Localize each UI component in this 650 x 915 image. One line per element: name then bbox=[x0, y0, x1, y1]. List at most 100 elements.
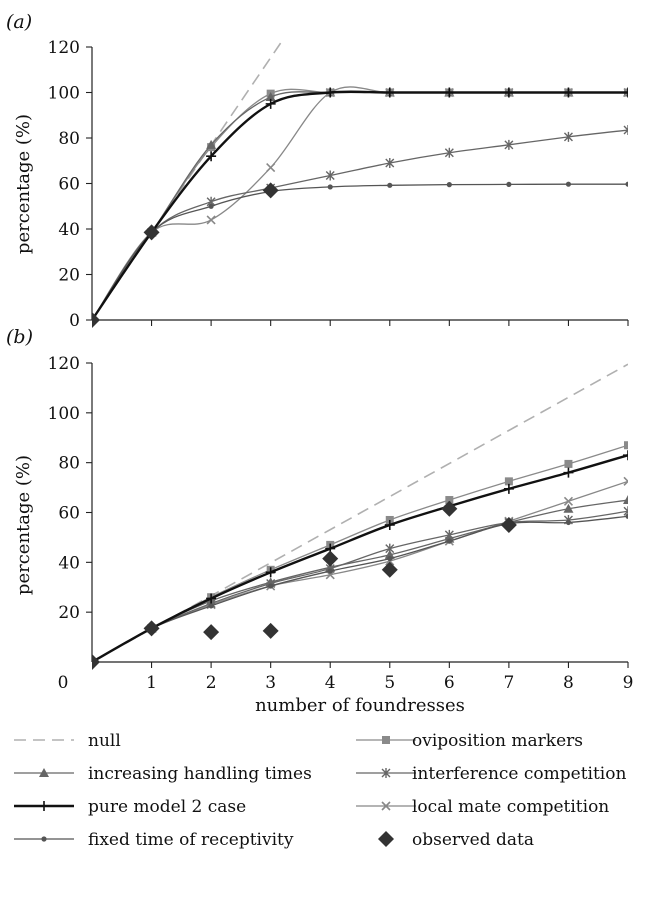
legend-item-increasing-handling-times: increasing handling times bbox=[14, 764, 312, 784]
panel-b-series-oviposition-markers bbox=[92, 441, 628, 663]
panel-a-point-fixed-time-of-receptivity bbox=[625, 181, 628, 187]
panel-a-point-interference-competition bbox=[444, 147, 454, 158]
panel-b-y-tick-label: 100 bbox=[48, 404, 80, 424]
legend-label: local mate competition bbox=[412, 797, 609, 817]
panel-b-point-fixed-time-of-receptivity bbox=[565, 519, 572, 526]
panel-a-point-interference-competition bbox=[325, 170, 335, 181]
panel-b-point-oviposition-markers bbox=[445, 496, 454, 505]
panel-b-series-observed-data bbox=[92, 500, 517, 670]
panel-b-point-pure-model-2-case bbox=[623, 450, 628, 461]
panel-a-y-tick-label: 100 bbox=[48, 84, 80, 104]
panel-a-point-pure-model-2-case bbox=[623, 87, 628, 98]
panel-b-point-fixed-time-of-receptivity bbox=[446, 538, 452, 544]
panel-b-line-increasing-handling-times bbox=[92, 499, 628, 663]
legend: null oviposition markers increasing handli… bbox=[14, 731, 626, 850]
panel-b-point-observed-data bbox=[203, 624, 220, 641]
legend-label: increasing handling times bbox=[88, 764, 312, 784]
panel-a-point-observed-data bbox=[92, 312, 100, 328]
legend-marker bbox=[382, 736, 390, 744]
panel-b-series-interference-competition bbox=[92, 506, 628, 663]
panel-a-y-tick-label: 0 bbox=[69, 311, 80, 331]
panel-b-line-local-mate-competition bbox=[92, 480, 628, 663]
panel-b-point-interference-competition bbox=[444, 529, 454, 540]
panel-a-line-fixed-time-of-receptivity bbox=[92, 183, 628, 321]
panel-a-y-tick-label: 120 bbox=[48, 38, 80, 58]
panel-b-x-tick-label: 8 bbox=[563, 673, 574, 693]
panel-a-y-axis-label: percentage (%) bbox=[13, 114, 34, 254]
panel-b-point-pure-model-2-case bbox=[384, 519, 395, 530]
panel-b-x-tick-label: 4 bbox=[325, 673, 336, 693]
panel-b-y-tick-label: 40 bbox=[58, 553, 80, 573]
panel-b-y-tick-label: 20 bbox=[58, 603, 80, 623]
panel-a-series-observed-data bbox=[92, 182, 279, 328]
panel-a-ticks: 0 20 40 60 80 100 120 bbox=[48, 38, 629, 331]
panel-a-y-tick-label: 20 bbox=[58, 266, 80, 286]
panel-b-x-tick-label: 9 bbox=[623, 673, 634, 693]
panel-a-point-interference-competition bbox=[563, 131, 573, 142]
panel-b-point-local-mate-competition bbox=[563, 496, 574, 506]
panel-b-line-interference-competition bbox=[92, 510, 628, 663]
legend-item-local-mate-competition: local mate competition bbox=[356, 797, 609, 817]
legend-label: null bbox=[88, 731, 121, 751]
panel-b-x-tick-label: 7 bbox=[503, 673, 514, 693]
panel-a-point-pure-model-2-case bbox=[325, 87, 336, 98]
panel-a-point-interference-competition bbox=[623, 125, 628, 136]
panel-b-x-tick-label: 2 bbox=[206, 673, 217, 693]
panel-b-point-fixed-time-of-receptivity bbox=[268, 583, 274, 589]
panel-b-series bbox=[92, 363, 628, 670]
panel-a-point-increasing-handling-times bbox=[206, 139, 217, 149]
panel-b-x-tick-label: 3 bbox=[265, 673, 276, 693]
panel-a-point-interference-competition bbox=[385, 158, 395, 169]
panel-a-point-pure-model-2-case bbox=[206, 151, 217, 162]
legend-marker bbox=[39, 801, 49, 811]
panel-a-label: (a) bbox=[6, 11, 32, 33]
panel-b-point-observed-data bbox=[92, 654, 100, 670]
panel-b-point-oviposition-markers bbox=[624, 441, 628, 450]
panel-b-point-pure-model-2-case bbox=[563, 467, 574, 478]
panel-b-x-tick-label: 6 bbox=[444, 673, 455, 693]
legend-marker bbox=[41, 836, 47, 842]
legend-item-pure-model-2-case: pure model 2 case bbox=[14, 797, 246, 817]
legend-label: oviposition markers bbox=[412, 731, 583, 751]
panel-a-point-pure-model-2-case bbox=[563, 87, 574, 98]
panel-b-series-fixed-time-of-receptivity bbox=[92, 513, 628, 663]
panel-a-point-local-mate-competition bbox=[206, 215, 216, 225]
panel-a-point-increasing-handling-times bbox=[265, 92, 276, 102]
panel-a-point-observed-data bbox=[262, 182, 279, 199]
legend-label: fixed time of receptivity bbox=[88, 830, 294, 850]
panel-b-label: (b) bbox=[6, 326, 33, 348]
panel-a-point-fixed-time-of-receptivity bbox=[446, 182, 452, 188]
panel-b-point-increasing-handling-times bbox=[384, 549, 395, 559]
panel-b-point-observed-data bbox=[262, 622, 279, 639]
panel-a-series-interference-competition bbox=[92, 125, 628, 321]
panel-b-series-local-mate-competition bbox=[92, 476, 628, 663]
legend-item-oviposition-markers: oviposition markers bbox=[356, 731, 583, 751]
panel-b-point-fixed-time-of-receptivity bbox=[387, 555, 393, 562]
panel-b-series-pure-model-2-case bbox=[92, 450, 628, 664]
panel-b-point-interference-competition bbox=[623, 506, 628, 517]
legend-item-null: null bbox=[14, 731, 121, 751]
panel-b-line-fixed-time-of-receptivity bbox=[92, 515, 628, 663]
panel-a-point-pure-model-2-case bbox=[444, 87, 455, 98]
panel-a-point-fixed-time-of-receptivity bbox=[208, 203, 214, 209]
legend-marker bbox=[381, 801, 391, 811]
legend-label: pure model 2 case bbox=[88, 797, 246, 817]
panel-b-point-oviposition-markers bbox=[504, 477, 513, 486]
legend-marker bbox=[39, 768, 49, 777]
panel-b-point-fixed-time-of-receptivity bbox=[208, 603, 214, 609]
panel-b-point-observed-data bbox=[322, 550, 339, 567]
panel-a: (a) percentage (%) 0 20 40 60 80 100 120 bbox=[6, 11, 629, 331]
panel-a-point-interference-competition bbox=[504, 139, 514, 150]
panel-a-line-pure-model-2-case bbox=[92, 90, 628, 321]
panel-a-series bbox=[92, 39, 628, 328]
panel-a-point-observed-data bbox=[143, 224, 160, 241]
panel-b-y-tick-label: 60 bbox=[58, 504, 80, 524]
panel-b: (b) percentage (%) 20 40 60 80 100 120 0 1 2 3 4 5 6… bbox=[6, 326, 633, 693]
panel-a-y-tick-label: 60 bbox=[58, 175, 80, 195]
panel-b-x-tick-label: 0 bbox=[58, 673, 69, 693]
panel-b-y-axis-label: percentage (%) bbox=[13, 455, 34, 595]
legend-item-fixed-time-of-receptivity: fixed time of receptivity bbox=[14, 830, 294, 850]
panel-a-point-local-mate-competition bbox=[623, 87, 628, 98]
panel-a-point-pure-model-2-case bbox=[265, 98, 276, 109]
panel-a-y-tick-label: 80 bbox=[58, 129, 80, 149]
